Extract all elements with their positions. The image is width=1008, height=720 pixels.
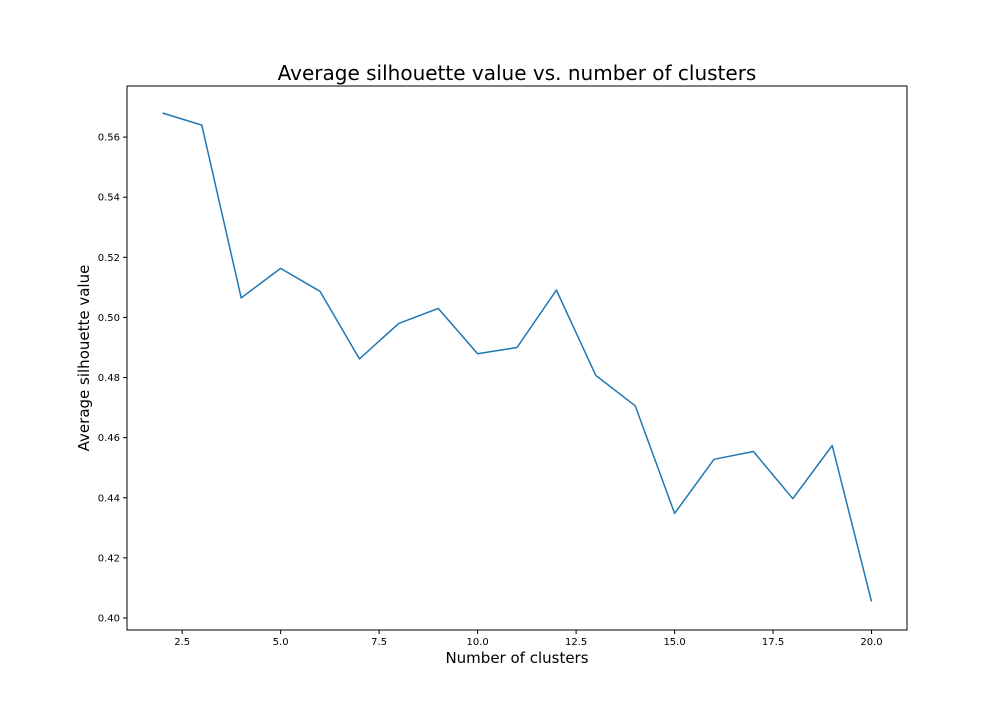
- y-tick-label: 0.40: [98, 613, 120, 624]
- x-axis-ticks: 2.5 5.0 7.5 10.0 12.5 15.0 17.5 20.0: [174, 630, 883, 648]
- chart-title: Average silhouette value vs. number of c…: [278, 61, 757, 85]
- y-axis-label: Average silhouette value: [75, 265, 93, 452]
- y-tick-label: 0.50: [98, 313, 120, 324]
- y-tick-label: 0.54: [98, 193, 120, 204]
- x-tick-label: 15.0: [663, 637, 685, 648]
- y-tick-label: 0.46: [98, 433, 120, 444]
- x-tick-label: 7.5: [371, 637, 387, 648]
- x-tick-label: 17.5: [762, 637, 784, 648]
- y-tick-label: 0.48: [98, 373, 120, 384]
- y-tick-label: 0.42: [98, 553, 120, 564]
- x-tick-label: 20.0: [860, 637, 882, 648]
- y-tick-label: 0.44: [98, 493, 120, 504]
- x-tick-label: 10.0: [466, 637, 488, 648]
- y-tick-label: 0.52: [98, 253, 120, 264]
- y-axis-ticks: 0.40 0.42 0.44 0.46 0.48 0.50 0.52 0.54 0.56: [98, 133, 127, 624]
- x-tick-label: 5.0: [273, 637, 289, 648]
- x-tick-label: 12.5: [565, 637, 587, 648]
- x-tick-label: 2.5: [174, 637, 190, 648]
- y-tick-label: 0.56: [98, 133, 120, 144]
- x-axis-label: Number of clusters: [445, 649, 588, 667]
- series-group: [162, 112, 873, 602]
- plot-frame: [126, 85, 908, 631]
